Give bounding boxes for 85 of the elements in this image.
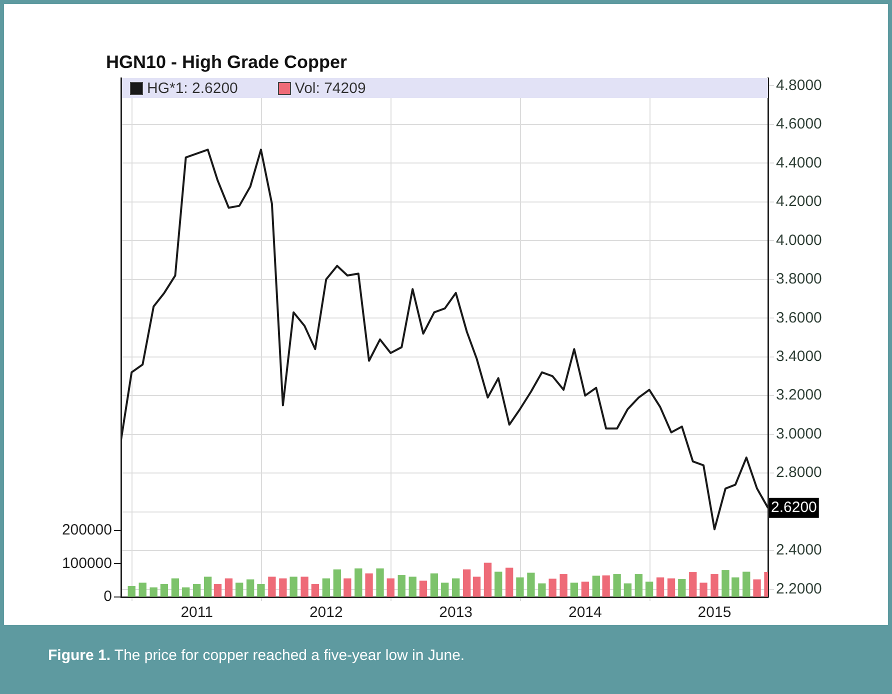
y-tick-label: 3.0000: [776, 425, 822, 442]
bar: [678, 579, 686, 597]
y2-tick-label: 100000: [62, 554, 112, 572]
y-tick-label: 3.2000: [776, 386, 822, 404]
bar: [624, 583, 632, 597]
bar: [365, 573, 373, 597]
bar: [236, 582, 244, 597]
bar: [634, 574, 642, 597]
bar: [581, 582, 589, 597]
bar: [430, 573, 438, 597]
bar: [742, 572, 750, 597]
bar: [257, 584, 265, 597]
x-tick-label: 2013: [439, 604, 473, 622]
bar: [354, 568, 362, 597]
x-tick-label: 2012: [309, 604, 343, 622]
bar: [700, 582, 708, 597]
y-tick-label: 4.8000: [776, 76, 822, 94]
bar: [419, 580, 428, 597]
bar: [398, 575, 406, 597]
bar: [268, 576, 276, 597]
bar: [333, 569, 341, 597]
bar: [602, 575, 610, 597]
bar: [560, 574, 568, 597]
bar: [171, 578, 180, 597]
bar: [204, 576, 212, 597]
legend-label: Vol: 74209: [294, 80, 366, 96]
y-tick-label: 3.4000: [776, 348, 822, 366]
bar: [344, 578, 352, 597]
y2-tick-label: 200000: [62, 522, 112, 539]
bar: [667, 578, 676, 597]
bar: [376, 568, 384, 597]
y-tick-label: 4.2000: [776, 193, 822, 210]
bar: [570, 582, 578, 597]
y-tick-label: 2.4000: [776, 542, 822, 559]
x-tick-label: 2011: [180, 604, 213, 622]
chart-title: HGN10 - High Grade Copper: [106, 52, 348, 73]
bar: [246, 579, 254, 597]
bar: [472, 576, 481, 597]
x-tick-label: 2015: [698, 604, 732, 622]
bar: [484, 562, 492, 597]
bar: [494, 572, 502, 597]
bar: [722, 570, 730, 597]
bar: [613, 574, 621, 597]
bar: [311, 584, 319, 597]
bar: [150, 587, 158, 597]
bar: [527, 572, 535, 597]
bar: [224, 578, 233, 597]
y-tick-label: 3.8000: [776, 270, 822, 288]
bar: [214, 584, 222, 597]
y-tick-label: 2.8000: [776, 464, 822, 482]
bar: [128, 586, 136, 597]
bar: [689, 572, 697, 597]
bar: [538, 583, 546, 597]
bar: [160, 584, 168, 597]
bar: [290, 576, 298, 597]
bar: [300, 576, 308, 597]
bar: [645, 582, 654, 597]
bar: [710, 574, 718, 597]
legend-label: HG*1: 2.6200: [147, 80, 238, 96]
y-tick-label: 2.2000: [776, 580, 822, 598]
bar: [452, 578, 460, 597]
y-tick-label: 3.6000: [776, 309, 822, 326]
y-tick-label: 4.6000: [776, 116, 822, 133]
bar: [386, 578, 394, 597]
bar: [138, 582, 146, 597]
y-tick-label: 4.0000: [776, 232, 822, 249]
bar: [592, 576, 600, 597]
y-tick-label: 4.4000: [776, 154, 822, 172]
bar: [516, 577, 524, 597]
bar: [279, 578, 287, 597]
annotation: 2.6200: [771, 499, 817, 516]
bar: [732, 577, 740, 597]
bar: [322, 578, 330, 597]
x-tick-label: 2014: [568, 604, 602, 622]
caption: Figure 1. The price for copper reached a five-year low in June.: [48, 647, 465, 664]
bar: [506, 568, 514, 597]
y2-tick-label: 0: [104, 588, 112, 606]
bar: [548, 578, 556, 597]
bar: [753, 579, 761, 597]
bar: [656, 577, 664, 597]
bar: [462, 569, 471, 597]
bar: [192, 584, 201, 597]
bar: [182, 587, 190, 597]
bar: [408, 576, 416, 597]
bar: [441, 582, 449, 597]
